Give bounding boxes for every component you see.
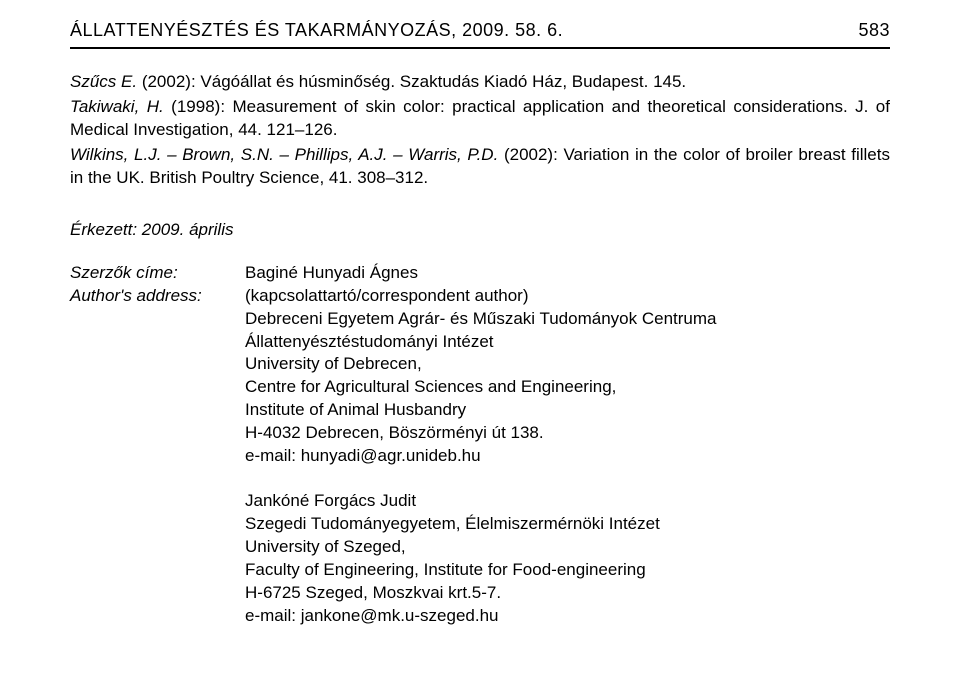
running-header: ÁLLATTENYÉSZTÉS ÉS TAKARMÁNYOZÁS, 2009. …	[70, 20, 890, 49]
references-block: Szűcs E. (2002): Vágóállat és húsminőség…	[70, 71, 890, 190]
reference-item: Wilkins, L.J. – Brown, S.N. – Phillips, …	[70, 144, 890, 190]
ref-authors: Wilkins, L.J. – Brown, S.N. – Phillips, …	[70, 145, 498, 164]
reference-item: Szűcs E. (2002): Vágóállat és húsminőség…	[70, 71, 890, 94]
author-name: Jankóné Forgács Judit	[245, 490, 890, 513]
ref-text: (2002): Vágóállat és húsminőség. Szaktud…	[137, 72, 686, 91]
address-block: Szerzők címe: Author's address: Baginé H…	[70, 262, 890, 628]
postal-address: H-4032 Debrecen, Böszörményi út 138.	[245, 422, 890, 445]
correspondent-note: (kapcsolattartó/correspondent author)	[245, 285, 890, 308]
email-line: e-mail: jankone@mk.u-szeged.hu	[245, 605, 890, 628]
arrival-date: Érkezett: 2009. április	[70, 220, 890, 240]
affiliation-line: Debreceni Egyetem Agrár- és Műszaki Tudo…	[245, 308, 890, 331]
author-name: Baginé Hunyadi Ágnes	[245, 262, 890, 285]
ref-authors: Szűcs E.	[70, 72, 137, 91]
authors-address-label-hu: Szerzők címe:	[70, 262, 245, 285]
journal-title: ÁLLATTENYÉSZTÉS ÉS TAKARMÁNYOZÁS, 2009. …	[70, 20, 563, 41]
reference-item: Takiwaki, H. (1998): Measurement of skin…	[70, 96, 890, 142]
page: ÁLLATTENYÉSZTÉS ÉS TAKARMÁNYOZÁS, 2009. …	[0, 0, 960, 648]
postal-address: H-6725 Szeged, Moszkvai krt.5-7.	[245, 582, 890, 605]
affiliation-line: Centre for Agricultural Sciences and Eng…	[245, 376, 890, 399]
page-number: 583	[858, 20, 890, 41]
address-content: Baginé Hunyadi Ágnes (kapcsolattartó/cor…	[245, 262, 890, 628]
affiliation-line: Állattenyésztéstudományi Intézet	[245, 331, 890, 354]
affiliation-line: Szegedi Tudományegyetem, Élelmiszermérnö…	[245, 513, 890, 536]
affiliation-line: Faculty of Engineering, Institute for Fo…	[245, 559, 890, 582]
ref-authors: Takiwaki, H.	[70, 97, 164, 116]
affiliation-line: University of Szeged,	[245, 536, 890, 559]
authors-address-label-en: Author's address:	[70, 285, 245, 308]
ref-text: (1998): Measurement of skin color: pract…	[70, 97, 890, 139]
affiliation-line: University of Debrecen,	[245, 353, 890, 376]
address-labels: Szerzők címe: Author's address:	[70, 262, 245, 628]
email-line: e-mail: hunyadi@agr.unideb.hu	[245, 445, 890, 468]
spacer	[245, 468, 890, 490]
affiliation-line: Institute of Animal Husbandry	[245, 399, 890, 422]
